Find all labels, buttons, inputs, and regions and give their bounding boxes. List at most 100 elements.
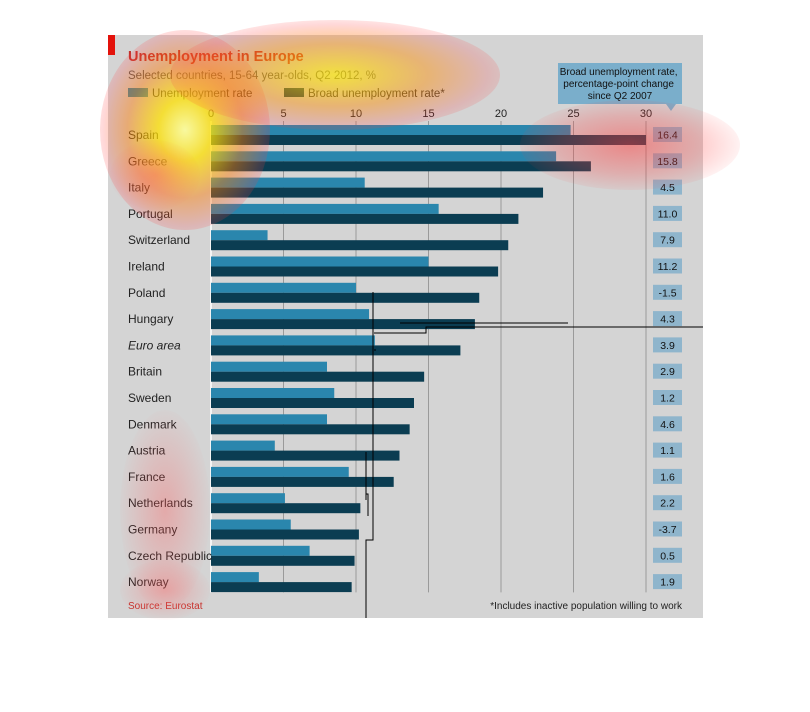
bar-broad-unemployment	[211, 398, 414, 408]
category-label: Denmark	[128, 417, 178, 431]
change-value-box	[653, 363, 682, 379]
source-note: Source: Eurostat	[128, 601, 203, 612]
change-value: 1.9	[660, 577, 675, 589]
right-column-header-pointer	[666, 104, 676, 111]
bar-unemployment	[211, 545, 310, 556]
change-value: 11.2	[658, 261, 678, 273]
bar-broad-unemployment	[211, 424, 410, 435]
category-label: Portugal	[128, 207, 173, 221]
x-tick-label: 15	[422, 108, 434, 120]
bar-broad-unemployment	[211, 529, 359, 540]
x-tick-label: 10	[350, 108, 362, 120]
bar-broad-unemployment	[211, 503, 361, 514]
accent-bar	[108, 35, 115, 55]
legend-label-unemployment: Unemployment rate	[152, 88, 252, 100]
bar-unemployment	[211, 493, 285, 504]
x-tick-label: 20	[495, 108, 507, 120]
bar-broad-unemployment	[211, 476, 394, 487]
category-label: Austria	[128, 444, 166, 458]
category-label: Ireland	[128, 260, 165, 274]
change-value: 2.9	[660, 366, 675, 378]
x-tick-label: 30	[640, 108, 652, 120]
change-value: 0.5	[660, 550, 675, 562]
change-value: 4.5	[660, 182, 675, 194]
bar-unemployment	[211, 519, 291, 530]
category-label: Norway	[128, 575, 169, 589]
x-tick-label: 0	[208, 108, 214, 120]
bar-unemployment	[211, 414, 327, 425]
x-tick-label: 5	[280, 108, 286, 120]
change-value: 1.1	[660, 445, 675, 457]
bar-unemployment	[211, 309, 370, 320]
bar-broad-unemployment	[211, 135, 646, 145]
category-label: Czech Republic	[128, 549, 212, 563]
bar-broad-unemployment	[211, 266, 499, 277]
change-value: 15.8	[657, 156, 678, 168]
right-column-header-line-1: Broad unemployment rate,	[560, 67, 678, 78]
category-label: Switzerland	[128, 233, 190, 247]
change-value: -3.7	[658, 524, 676, 536]
bar-broad-unemployment	[211, 240, 509, 251]
bars	[211, 125, 646, 593]
bar-broad-unemployment	[211, 555, 355, 566]
chart-title: Unemployment in Europe	[128, 49, 304, 65]
bar-unemployment	[211, 256, 429, 267]
right-column-header-text: Broad unemployment rate, percentage-poin…	[560, 67, 681, 102]
bar-broad-unemployment	[211, 161, 591, 172]
bar-unemployment	[211, 125, 571, 135]
bar-broad-unemployment	[211, 582, 352, 593]
category-label: Britain	[128, 365, 162, 379]
bar-unemployment	[211, 440, 275, 451]
bar-unemployment	[211, 177, 365, 188]
bar-broad-unemployment	[211, 371, 425, 382]
category-labels: Spain Greece Italy Portugal Switzerland Irela…	[128, 128, 212, 589]
bar-broad-unemployment	[211, 213, 519, 224]
category-label: Poland	[128, 286, 165, 300]
change-value-box	[653, 574, 682, 590]
footnote: *Includes inactive population willing to…	[490, 601, 683, 612]
change-value: 7.9	[660, 235, 675, 247]
bar-unemployment	[211, 388, 335, 398]
change-value: 4.6	[660, 419, 675, 431]
category-label: Germany	[128, 523, 177, 537]
x-axis-ticks: 0 5 10 15 20 25 30	[208, 108, 652, 120]
change-value: 2.2	[660, 498, 675, 510]
category-label: Greece	[128, 154, 168, 168]
bar-unemployment	[211, 282, 356, 293]
change-value: 4.3	[660, 314, 675, 326]
bar-broad-unemployment	[211, 292, 480, 303]
change-value-box	[653, 468, 682, 484]
bar-unemployment	[211, 361, 327, 372]
category-label: Hungary	[128, 312, 173, 326]
bar-broad-unemployment	[211, 345, 461, 356]
change-value-box	[653, 547, 682, 563]
change-value-box	[653, 521, 682, 537]
bar-unemployment	[211, 203, 439, 214]
legend-label-broad: Broad unemployment rate*	[308, 88, 445, 100]
change-value-box	[653, 284, 682, 300]
legend-swatch-unemployment	[128, 88, 148, 97]
bar-broad-unemployment	[211, 450, 400, 461]
bar-unemployment	[211, 230, 268, 241]
right-column-header-line-2: percentage-point change	[563, 79, 674, 90]
change-value-box	[653, 390, 682, 405]
category-label: Sweden	[128, 391, 171, 405]
change-value: -1.5	[658, 287, 676, 299]
legend-swatch-broad	[284, 88, 304, 97]
change-value-box	[653, 442, 682, 458]
bar-unemployment	[211, 335, 375, 346]
change-value: 11.0	[658, 208, 678, 220]
bar-unemployment	[211, 466, 349, 477]
change-value-box	[653, 258, 682, 274]
change-value-box	[653, 205, 682, 221]
x-tick-label: 25	[567, 108, 579, 120]
right-column-header-box	[558, 63, 682, 104]
category-label: Netherlands	[128, 496, 193, 510]
change-value: 3.9	[660, 340, 675, 352]
change-value-box	[653, 416, 682, 432]
change-value: 1.6	[660, 471, 675, 483]
category-label: Spain	[128, 128, 159, 142]
change-value-box	[653, 311, 682, 327]
change-value: 1.2	[660, 393, 675, 405]
change-value-box	[653, 337, 682, 353]
